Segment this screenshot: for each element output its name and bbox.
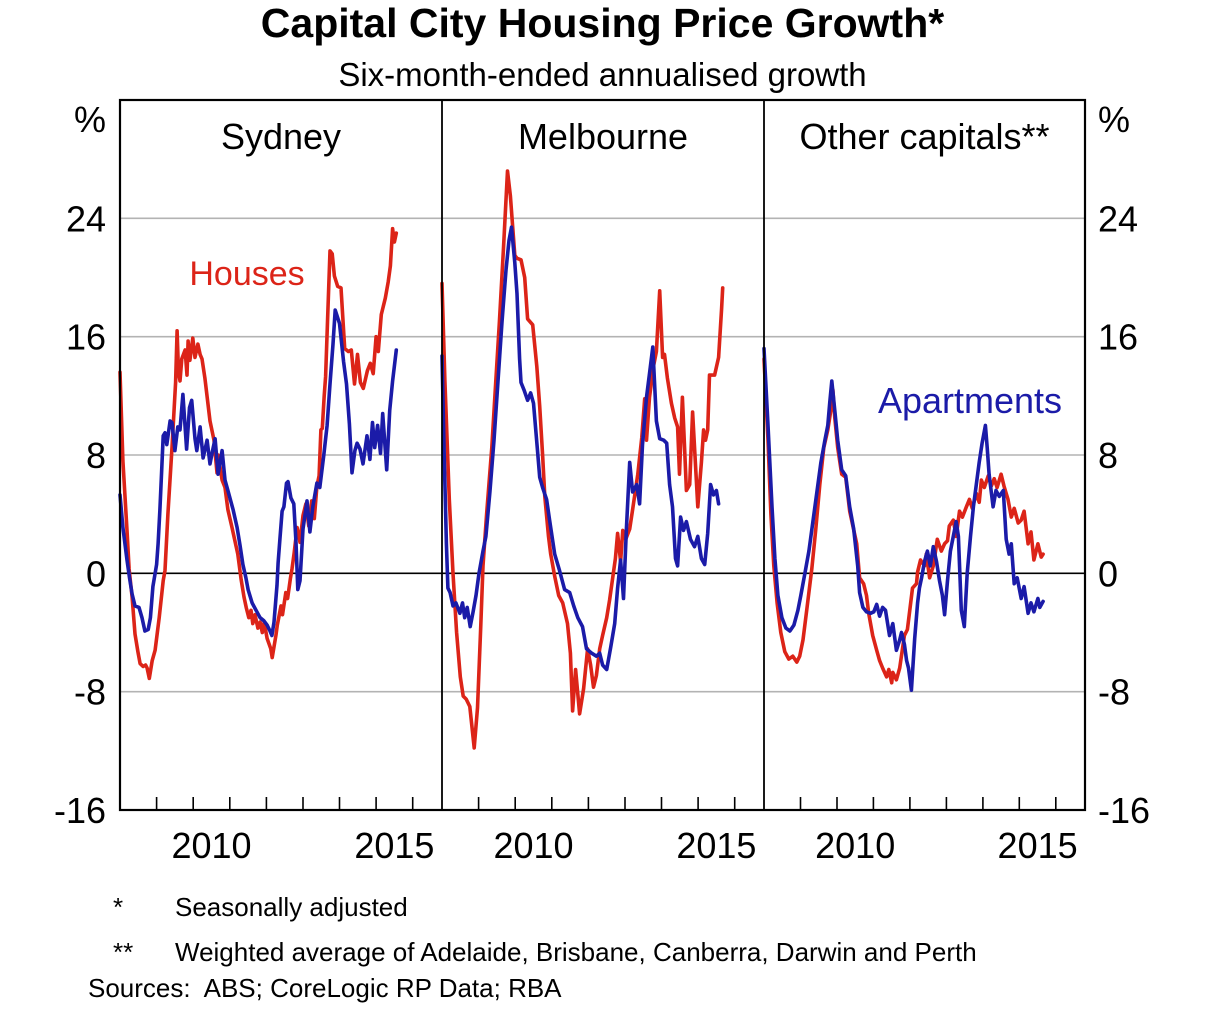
footnote-marker: * bbox=[113, 892, 124, 922]
series-line-houses-melbourne bbox=[440, 169, 725, 750]
x-year-label: 2010 bbox=[493, 825, 573, 866]
y-tick-label-right: 24 bbox=[1098, 198, 1138, 239]
footnote-text: Seasonally adjusted bbox=[175, 892, 408, 922]
y-tick-label-left: -16 bbox=[54, 790, 106, 831]
legend-label-apartments: Apartments bbox=[878, 380, 1062, 421]
footnote-text: Weighted average of Adelaide, Brisbane, … bbox=[175, 937, 977, 967]
sources-line: Sources: ABS; CoreLogic RP Data; RBA bbox=[88, 973, 562, 1003]
x-year-label: 2015 bbox=[676, 825, 756, 866]
legend-label-houses: Houses bbox=[189, 255, 304, 293]
series-line-apartments-sydney bbox=[118, 308, 399, 638]
footnotes: * Seasonally adjusted ** Weighted averag… bbox=[113, 892, 977, 982]
panel-title-other-capitals-: Other capitals** bbox=[799, 116, 1049, 157]
y-tick-label-left: 16 bbox=[66, 317, 106, 358]
y-tick-label-left: -8 bbox=[74, 672, 106, 713]
panel-title-melbourne: Melbourne bbox=[518, 116, 688, 157]
x-year-label: 2010 bbox=[815, 825, 895, 866]
x-year-label: 2015 bbox=[354, 825, 434, 866]
y-tick-label-left: 24 bbox=[66, 198, 106, 239]
y-tick-label-right: 8 bbox=[1098, 435, 1118, 476]
y-unit-label-left: % bbox=[74, 99, 106, 140]
footnote-row: * Seasonally adjusted bbox=[113, 892, 977, 937]
y-tick-label-right: -8 bbox=[1098, 672, 1130, 713]
y-tick-label-right: 16 bbox=[1098, 317, 1138, 358]
x-year-label: 2010 bbox=[171, 825, 251, 866]
series-line-apartments-melbourne bbox=[440, 225, 721, 672]
y-tick-label-left: 0 bbox=[86, 553, 106, 594]
plot-frame bbox=[118, 98, 1087, 812]
y-tick-label-right: 0 bbox=[1098, 553, 1118, 594]
panel-title-sydney: Sydney bbox=[221, 116, 341, 157]
footnote-row: ** Weighted average of Adelaide, Brisban… bbox=[113, 937, 977, 982]
chart-subtitle: Six-month-ended annualised growth bbox=[338, 56, 867, 93]
y-unit-label-right: % bbox=[1098, 99, 1130, 140]
footnote-marker: ** bbox=[113, 937, 134, 967]
chart-title: Capital City Housing Price Growth* bbox=[260, 0, 945, 46]
y-tick-label-left: 8 bbox=[86, 435, 106, 476]
series-line-houses-sydney bbox=[118, 226, 399, 681]
y-tick-label-right: -16 bbox=[1098, 790, 1150, 831]
series-line-apartments-other-capitals- bbox=[762, 346, 1045, 692]
series-line-houses-other-capitals- bbox=[762, 357, 1045, 685]
x-year-label: 2015 bbox=[998, 825, 1078, 866]
